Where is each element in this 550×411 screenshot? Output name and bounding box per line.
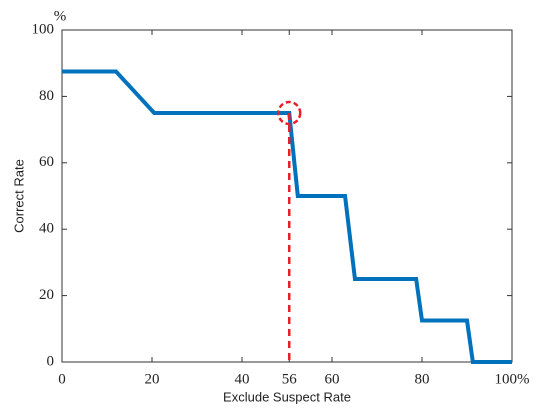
plot-frame [61,29,513,363]
x-tick-label: 0 [58,371,66,387]
x-tick-label: 60 [325,371,340,387]
y-axis-label: Correct Rate [11,159,26,233]
x-tick-label: 40 [235,371,250,387]
data-line [62,69,512,364]
y-tick-label: 20 [39,287,54,303]
y-tick-label: 60 [39,154,54,170]
y-tick-label: 80 [39,88,54,104]
y-tick-label: 40 [39,221,54,237]
x-tick-label: 100% [495,371,530,387]
x-axis-label: Exclude Suspect Rate [223,389,351,404]
x-tick-label: 80 [415,371,430,387]
y-tick-label: 100 [32,21,55,37]
x-tick-label: 56 [282,371,298,387]
marker-circle [277,100,302,126]
y-tick-label: 0 [47,353,55,369]
x-tick-label: 20 [145,371,160,387]
y-unit: % [54,8,67,24]
